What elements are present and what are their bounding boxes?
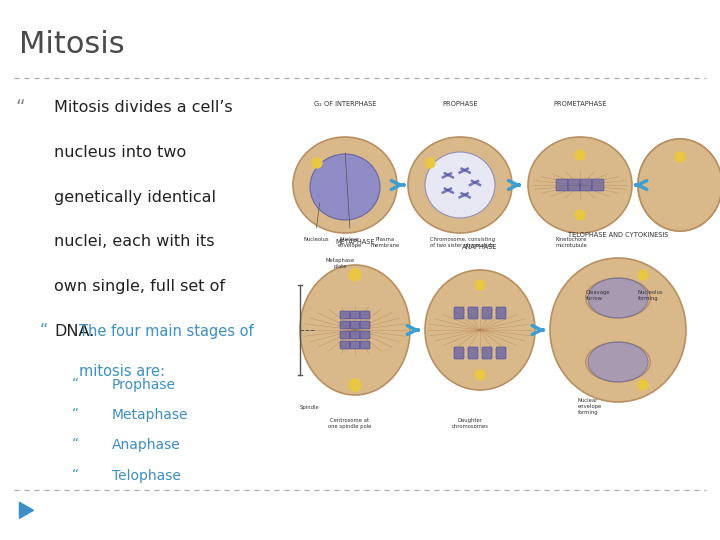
FancyBboxPatch shape <box>340 331 350 339</box>
Ellipse shape <box>638 139 720 231</box>
Ellipse shape <box>647 148 714 222</box>
Ellipse shape <box>550 258 686 402</box>
Polygon shape <box>19 502 33 518</box>
Text: Spindle: Spindle <box>300 405 320 410</box>
Text: Metaphase: Metaphase <box>112 408 188 422</box>
FancyBboxPatch shape <box>350 321 360 329</box>
Text: Nucleolus: Nucleolus <box>303 237 329 242</box>
Text: “: “ <box>72 468 79 482</box>
Circle shape <box>475 370 485 380</box>
Circle shape <box>425 158 435 168</box>
FancyBboxPatch shape <box>350 341 360 349</box>
Ellipse shape <box>438 285 521 375</box>
Text: nuclei, each with its: nuclei, each with its <box>54 234 215 249</box>
Text: “: “ <box>72 437 79 451</box>
Ellipse shape <box>588 342 648 382</box>
Ellipse shape <box>585 278 650 318</box>
Ellipse shape <box>585 342 650 382</box>
Ellipse shape <box>303 146 387 224</box>
Circle shape <box>349 379 361 391</box>
Text: Mitosis divides a cell’s: Mitosis divides a cell’s <box>54 100 233 115</box>
FancyBboxPatch shape <box>350 331 360 339</box>
Text: Prophase: Prophase <box>112 378 176 392</box>
FancyBboxPatch shape <box>592 179 604 191</box>
Ellipse shape <box>528 137 632 233</box>
FancyBboxPatch shape <box>556 179 568 191</box>
FancyBboxPatch shape <box>454 347 464 359</box>
Circle shape <box>675 152 685 162</box>
FancyBboxPatch shape <box>350 311 360 319</box>
FancyBboxPatch shape <box>580 179 592 191</box>
Ellipse shape <box>408 137 512 233</box>
Text: “: “ <box>40 323 48 338</box>
FancyBboxPatch shape <box>496 307 506 319</box>
Circle shape <box>638 270 648 280</box>
Text: Mitosis: Mitosis <box>19 30 125 59</box>
Text: Nucleolus
forming: Nucleolus forming <box>638 290 664 301</box>
Text: Metaphase
plate: Metaphase plate <box>325 258 354 269</box>
Text: G₂ OF INTERPHASE: G₂ OF INTERPHASE <box>314 101 376 107</box>
Text: DNA.: DNA. <box>54 324 94 339</box>
Text: Telophase: Telophase <box>112 469 181 483</box>
Text: “: “ <box>72 377 79 391</box>
Text: nucleus into two: nucleus into two <box>54 145 186 160</box>
Ellipse shape <box>638 139 720 231</box>
Text: “: “ <box>72 407 79 421</box>
FancyBboxPatch shape <box>340 321 350 329</box>
FancyBboxPatch shape <box>468 347 478 359</box>
FancyBboxPatch shape <box>340 311 350 319</box>
Circle shape <box>475 280 485 290</box>
Text: Nuclear
envelope
forming: Nuclear envelope forming <box>578 398 602 415</box>
Text: mitosis are:: mitosis are: <box>79 364 165 380</box>
Ellipse shape <box>539 146 621 224</box>
Ellipse shape <box>418 146 502 224</box>
Ellipse shape <box>425 152 495 218</box>
Text: PROMETAPHASE: PROMETAPHASE <box>553 101 607 107</box>
Text: Chromosome, consisting
of two sister chromatids: Chromosome, consisting of two sister chr… <box>430 237 495 248</box>
Bar <box>650 135 720 235</box>
FancyBboxPatch shape <box>454 307 464 319</box>
FancyBboxPatch shape <box>360 331 370 339</box>
Text: Centrosome at
one spindle pole: Centrosome at one spindle pole <box>328 418 372 429</box>
Ellipse shape <box>300 265 410 395</box>
Text: Nuclear
envelope: Nuclear envelope <box>338 237 362 248</box>
Ellipse shape <box>314 281 396 379</box>
FancyBboxPatch shape <box>482 347 492 359</box>
Ellipse shape <box>425 270 535 390</box>
FancyBboxPatch shape <box>360 321 370 329</box>
FancyBboxPatch shape <box>340 341 350 349</box>
FancyBboxPatch shape <box>360 311 370 319</box>
Circle shape <box>575 150 585 160</box>
Circle shape <box>638 380 648 390</box>
Text: PROPHASE: PROPHASE <box>442 101 478 107</box>
Circle shape <box>349 269 361 281</box>
Circle shape <box>575 210 585 220</box>
Ellipse shape <box>310 154 380 220</box>
Text: own single, full set of: own single, full set of <box>54 279 225 294</box>
FancyBboxPatch shape <box>360 341 370 349</box>
FancyBboxPatch shape <box>496 347 506 359</box>
Text: Cleavage
furrow: Cleavage furrow <box>586 290 611 301</box>
Ellipse shape <box>293 137 397 233</box>
Text: The four main stages of: The four main stages of <box>79 324 254 339</box>
Text: TELOPHASE AND CYTOKINESIS: TELOPHASE AND CYTOKINESIS <box>568 232 668 238</box>
Ellipse shape <box>567 276 669 384</box>
FancyBboxPatch shape <box>482 307 492 319</box>
Text: genetically identical: genetically identical <box>54 190 216 205</box>
FancyBboxPatch shape <box>568 179 580 191</box>
Text: Daughter
chromosomes: Daughter chromosomes <box>451 418 488 429</box>
Text: Plasma
membrane: Plasma membrane <box>370 237 400 248</box>
Circle shape <box>312 158 322 168</box>
Ellipse shape <box>588 278 648 318</box>
Text: Kinetochore
microtubule: Kinetochore microtubule <box>555 237 587 248</box>
Text: ANAPHASE: ANAPHASE <box>462 244 498 250</box>
Text: METAPHASE: METAPHASE <box>336 239 374 245</box>
Text: Anaphase: Anaphase <box>112 438 180 453</box>
FancyBboxPatch shape <box>468 307 478 319</box>
Text: “: “ <box>16 98 25 117</box>
